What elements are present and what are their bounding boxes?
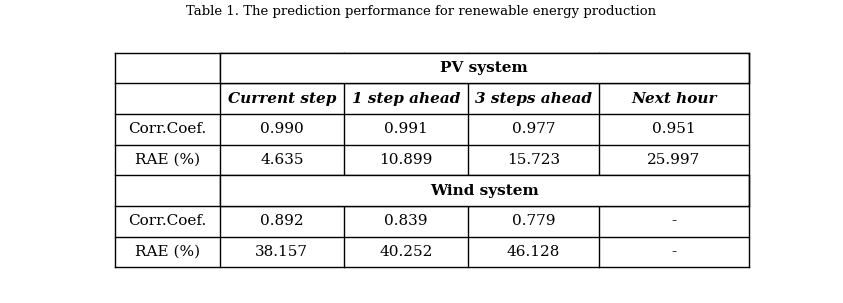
Text: Corr.Coef.: Corr.Coef. xyxy=(128,214,207,228)
Text: 0.892: 0.892 xyxy=(260,214,303,228)
Text: 0.839: 0.839 xyxy=(384,214,427,228)
Text: 0.991: 0.991 xyxy=(384,122,427,136)
Text: 25.997: 25.997 xyxy=(647,153,701,167)
Text: Next hour: Next hour xyxy=(631,92,717,106)
Text: 46.128: 46.128 xyxy=(507,245,560,259)
Text: RAE (%): RAE (%) xyxy=(135,153,200,167)
Text: 10.899: 10.899 xyxy=(379,153,432,167)
Text: 0.977: 0.977 xyxy=(512,122,555,136)
Text: Table 1. The prediction performance for renewable energy production: Table 1. The prediction performance for … xyxy=(186,5,657,18)
Text: PV system: PV system xyxy=(440,61,529,75)
Text: 38.157: 38.157 xyxy=(255,245,309,259)
Text: 0.779: 0.779 xyxy=(512,214,555,228)
Text: 3 steps ahead: 3 steps ahead xyxy=(475,92,592,106)
Text: 0.990: 0.990 xyxy=(260,122,303,136)
Text: Wind system: Wind system xyxy=(430,184,539,198)
Text: -: - xyxy=(671,214,676,228)
Text: 1 step ahead: 1 step ahead xyxy=(352,92,460,106)
Text: 15.723: 15.723 xyxy=(507,153,560,167)
Text: 40.252: 40.252 xyxy=(379,245,432,259)
Text: Corr.Coef.: Corr.Coef. xyxy=(128,122,207,136)
Text: RAE (%): RAE (%) xyxy=(135,245,200,259)
Text: Current step: Current step xyxy=(228,92,336,106)
Text: -: - xyxy=(671,245,676,259)
Text: 4.635: 4.635 xyxy=(260,153,303,167)
Text: 0.951: 0.951 xyxy=(652,122,695,136)
